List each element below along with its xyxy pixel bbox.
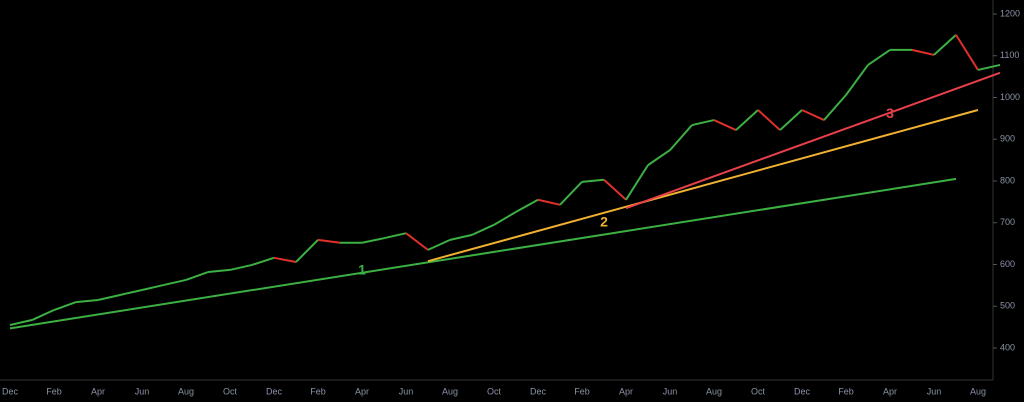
x-tick-label: Feb [838,386,854,396]
x-tick-label: Apr [883,386,897,396]
y-tick-label: 1000 [1000,92,1020,102]
price-segment [251,256,275,266]
x-tick-label: Apr [619,386,633,396]
x-tick-label: Aug [178,386,194,396]
price-segment [9,319,33,327]
price-segment [229,263,253,271]
price-segment [31,309,55,321]
trendline-label: 1 [358,261,366,277]
price-segment [801,109,825,121]
x-tick-label: Dec [2,386,19,396]
x-tick-label: Jun [399,386,414,396]
price-segment [603,179,627,201]
price-segment [273,256,297,263]
price-segment [185,271,209,281]
price-segment [163,278,187,286]
trendline [427,109,979,263]
y-tick-label: 800 [1000,175,1015,185]
price-segment [361,237,385,244]
price-segment [75,298,99,304]
price-segment [867,49,891,66]
x-tick-label: Feb [46,386,62,396]
x-tick-label: Dec [266,386,283,396]
x-tick-label: Feb [574,386,590,396]
x-tick-label: Jun [663,386,678,396]
price-segment [119,288,143,296]
trendline [9,177,957,330]
x-tick-label: Aug [706,386,722,396]
price-segment [647,149,671,166]
price-segment [97,294,121,301]
price-segment [295,239,319,263]
x-tick-label: Aug [442,386,458,396]
price-segment [515,198,539,213]
price-segment [669,124,693,151]
trendline-label: 3 [886,105,894,121]
price-segment [691,119,715,127]
y-tick-label: 1200 [1000,8,1020,18]
price-segment [581,178,605,183]
x-tick-label: Apr [355,386,369,396]
price-segment [735,109,759,131]
price-segment [449,233,473,241]
y-tick-label: 900 [1000,134,1015,144]
price-segment [713,119,737,131]
price-segment [845,64,869,96]
price-segment [625,164,649,201]
x-tick-label: Feb [310,386,326,396]
price-segment [823,94,847,121]
price-segment [471,223,495,236]
x-tick-label: Oct [751,386,766,396]
x-tick-label: Dec [794,386,811,396]
price-segment [911,48,935,56]
price-segment [977,63,1001,71]
x-tick-label: Aug [970,386,986,396]
price-segment [537,198,561,206]
x-tick-label: Apr [91,386,105,396]
x-tick-label: Oct [223,386,238,396]
x-tick-label: Oct [487,386,502,396]
price-segment [933,34,957,56]
price-segment [955,34,979,71]
price-segment [141,283,165,291]
price-segment [53,301,77,311]
trendline [625,71,1001,210]
x-tick-label: Dec [530,386,547,396]
x-tick-label: Jun [135,386,150,396]
price-segment [493,211,517,226]
price-segment [757,109,781,131]
y-tick-label: 600 [1000,259,1015,269]
trendline-label: 2 [600,213,608,229]
x-tick-label: Jun [927,386,942,396]
price-segment [779,109,803,131]
price-segment [427,238,451,251]
y-tick-label: 500 [1000,301,1015,311]
price-segment [207,268,231,274]
price-segment [383,232,407,240]
y-tick-label: 700 [1000,217,1015,227]
price-segment [317,238,341,244]
price-segment [559,181,583,206]
y-tick-label: 400 [1000,342,1015,352]
price-segment [405,232,429,251]
y-tick-label: 1100 [1000,50,1019,60]
